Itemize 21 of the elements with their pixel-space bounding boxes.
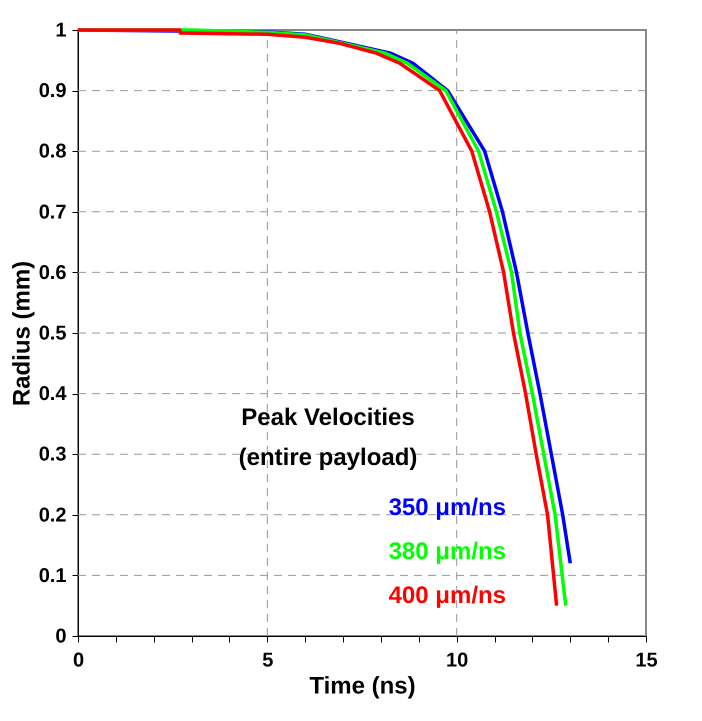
x-tick-label: 10 (446, 650, 468, 672)
text: 350 μm/ns (388, 494, 506, 521)
y-tick-label: 0.5 (38, 322, 66, 344)
y-tick-label: 0.7 (38, 201, 66, 224)
y-tick-label: 0.3 (38, 444, 66, 466)
y-axis-title: Radius (mm) (8, 260, 36, 406)
legend-title: Peak Velocities (entire payload) (238, 404, 418, 471)
y-tick-label: 1 (55, 20, 66, 42)
y-tick-label: 0.6 (38, 262, 66, 284)
x-axis-title: Time (ns) (309, 672, 416, 700)
x-tick-label: 15 (635, 650, 658, 672)
x-tick-label: 5 (262, 650, 274, 672)
text: 400 μm/ns (388, 582, 506, 609)
y-tick-label: 0.2 (38, 504, 66, 526)
y-tick-label: 0.4 (38, 383, 68, 406)
y-tick-label: 0 (55, 626, 66, 648)
text: 380 μm/ns (388, 538, 506, 565)
y-tick-label: 0.1 (38, 564, 66, 587)
y-tick-label: 0.8 (38, 140, 66, 163)
x-tick-label: 0 (72, 650, 84, 672)
y-tick-label: 0.9 (38, 80, 66, 102)
